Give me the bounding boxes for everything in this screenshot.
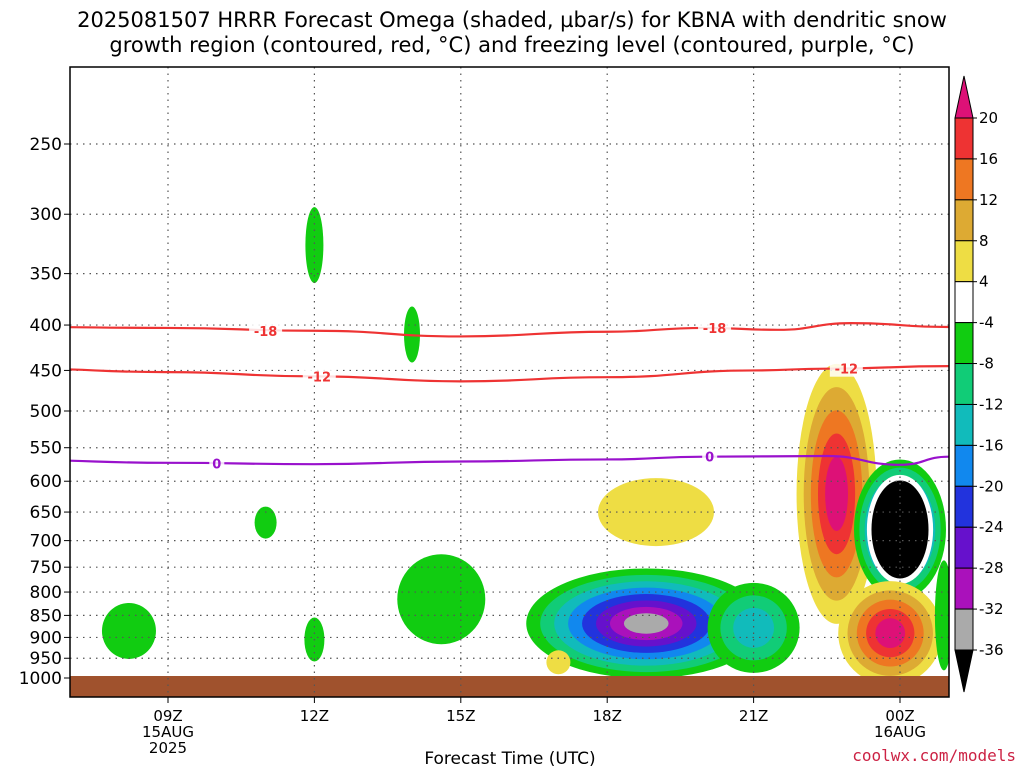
- colorbar-band-9: [954, 485, 974, 528]
- colorbar-band-3: [954, 240, 974, 283]
- colorbar-band-8: [954, 444, 974, 487]
- contour--12: [70, 365, 949, 383]
- x-tick-label-0-1: 15AUG: [142, 723, 194, 741]
- y-tick-label-1000: 1000: [19, 669, 62, 689]
- y-tick-label-250: 250: [30, 135, 62, 155]
- contour-label-3: -12: [835, 363, 859, 378]
- plot-frame: [69, 66, 950, 698]
- colorbar-band-11: [954, 567, 974, 610]
- x-tick-label-0-2: 2025: [149, 739, 187, 757]
- colorbar-label-8: -16: [979, 436, 1004, 454]
- colorbar-band-6: [954, 363, 974, 405]
- temperature-contours: [70, 322, 949, 466]
- x-tick-label-5-0: 00Z: [885, 707, 914, 725]
- omega-region-1-level-0: [305, 207, 324, 284]
- plot-background: [70, 67, 949, 697]
- colorbar-bottom-arrow: [954, 649, 974, 693]
- y-axis-ticks: 2503003504004505005506006507007508008509…: [19, 135, 70, 689]
- chart-title-line-1: 2025081507 HRRR Forecast Omega (shaded, …: [77, 8, 947, 32]
- colorbar: 20 16 12 8 4 -4 -8 -12 -16 -20 -24 -28 -32 -36: [954, 75, 1004, 693]
- colorbar-top-arrow: [954, 75, 974, 119]
- y-tick-label-350: 350: [30, 265, 62, 285]
- colorbar-label-1: 16: [979, 150, 998, 168]
- omega-region-0-level-0: [101, 602, 156, 659]
- y-tick-label-300: 300: [30, 205, 62, 225]
- credit-text: coolwx.com/models: [852, 746, 1016, 765]
- contour-label-1: -18: [703, 322, 727, 337]
- omega-region-5-level-0: [397, 554, 486, 645]
- contour-label-5: 0: [705, 451, 714, 466]
- omega-shading: [70, 207, 949, 697]
- colorbar-label-7: -12: [979, 395, 1004, 413]
- grid-lines: [70, 67, 949, 697]
- contour-label-4: 0: [212, 457, 221, 472]
- colorbar-band-4: [954, 281, 974, 324]
- colorbar-band-2: [954, 199, 974, 242]
- y-tick-label-750: 750: [30, 558, 62, 578]
- x-axis-label: Forecast Time (UTC): [424, 749, 595, 768]
- colorbar-band-7: [954, 403, 974, 446]
- contour-label-2: -12: [308, 370, 332, 385]
- colorbar-label-6: -8: [979, 355, 994, 373]
- colorbar-label-13: -36: [979, 641, 1004, 659]
- colorbar-label-12: -32: [979, 600, 1004, 618]
- omega-region-7-level-2: [733, 607, 775, 648]
- x-tick-label-3-0: 18Z: [593, 707, 622, 725]
- x-tick-label-2-0: 15Z: [446, 707, 475, 725]
- colorbar-label-9: -20: [979, 477, 1004, 495]
- y-tick-label-950: 950: [30, 649, 62, 669]
- colorbar-label-3: 8: [979, 232, 989, 250]
- omega-region-6-level-7: [623, 613, 669, 634]
- contour-label-bg-4: [209, 455, 225, 472]
- contour-label-bg-0: [249, 322, 283, 339]
- omega-region-12-level-4: [875, 618, 906, 648]
- y-tick-label-450: 450: [30, 361, 62, 381]
- ground-strip: [70, 676, 949, 697]
- y-tick-label-800: 800: [30, 583, 62, 603]
- colorbar-band-5: [954, 322, 974, 365]
- contour-label-bg-5: [702, 448, 718, 465]
- omega-region-3-level-0: [254, 506, 277, 539]
- colorbar-band-10: [954, 526, 974, 569]
- omega-region-9-level-0: [546, 650, 571, 675]
- contour-label-bg-2: [302, 368, 336, 385]
- colorbar-label-4: 4: [979, 273, 989, 291]
- contour-label-bg-3: [829, 360, 863, 377]
- contour--18: [70, 322, 949, 338]
- colorbar-band-12: [954, 608, 974, 651]
- y-tick-label-550: 550: [30, 439, 62, 459]
- colorbar-band-1: [954, 158, 974, 201]
- y-tick-label-650: 650: [30, 503, 62, 523]
- x-tick-label-4-0: 21Z: [739, 707, 768, 725]
- y-tick-label-700: 700: [30, 532, 62, 552]
- colorbar-band-0: [954, 117, 974, 160]
- contour-label-bg-1: [698, 319, 732, 336]
- y-tick-label-400: 400: [30, 316, 62, 336]
- colorbar-label-10: -24: [979, 518, 1004, 536]
- colorbar-label-2: 12: [979, 191, 998, 209]
- y-tick-label-850: 850: [30, 606, 62, 626]
- omega-region-13-level-0: [934, 560, 949, 671]
- chart-title-line-2: growth region (contoured, red, °C) and f…: [109, 33, 914, 57]
- y-tick-label-900: 900: [30, 628, 62, 648]
- omega-region-10-level-4: [825, 456, 848, 532]
- x-tick-label-1-0: 12Z: [300, 707, 329, 725]
- colorbar-label-5: -4: [979, 314, 994, 332]
- x-tick-label-5-1: 16AUG: [874, 723, 926, 741]
- colorbar-label-11: -28: [979, 559, 1004, 577]
- contour-0: [70, 454, 949, 466]
- y-tick-label-600: 600: [30, 472, 62, 492]
- contour-labels: -18 -18 -12 -12 0 0: [209, 319, 863, 472]
- y-tick-label-500: 500: [30, 402, 62, 422]
- x-tick-label-0-0: 09Z: [153, 707, 182, 725]
- colorbar-label-0: 20: [979, 109, 998, 127]
- contour-label-0: -18: [254, 325, 278, 340]
